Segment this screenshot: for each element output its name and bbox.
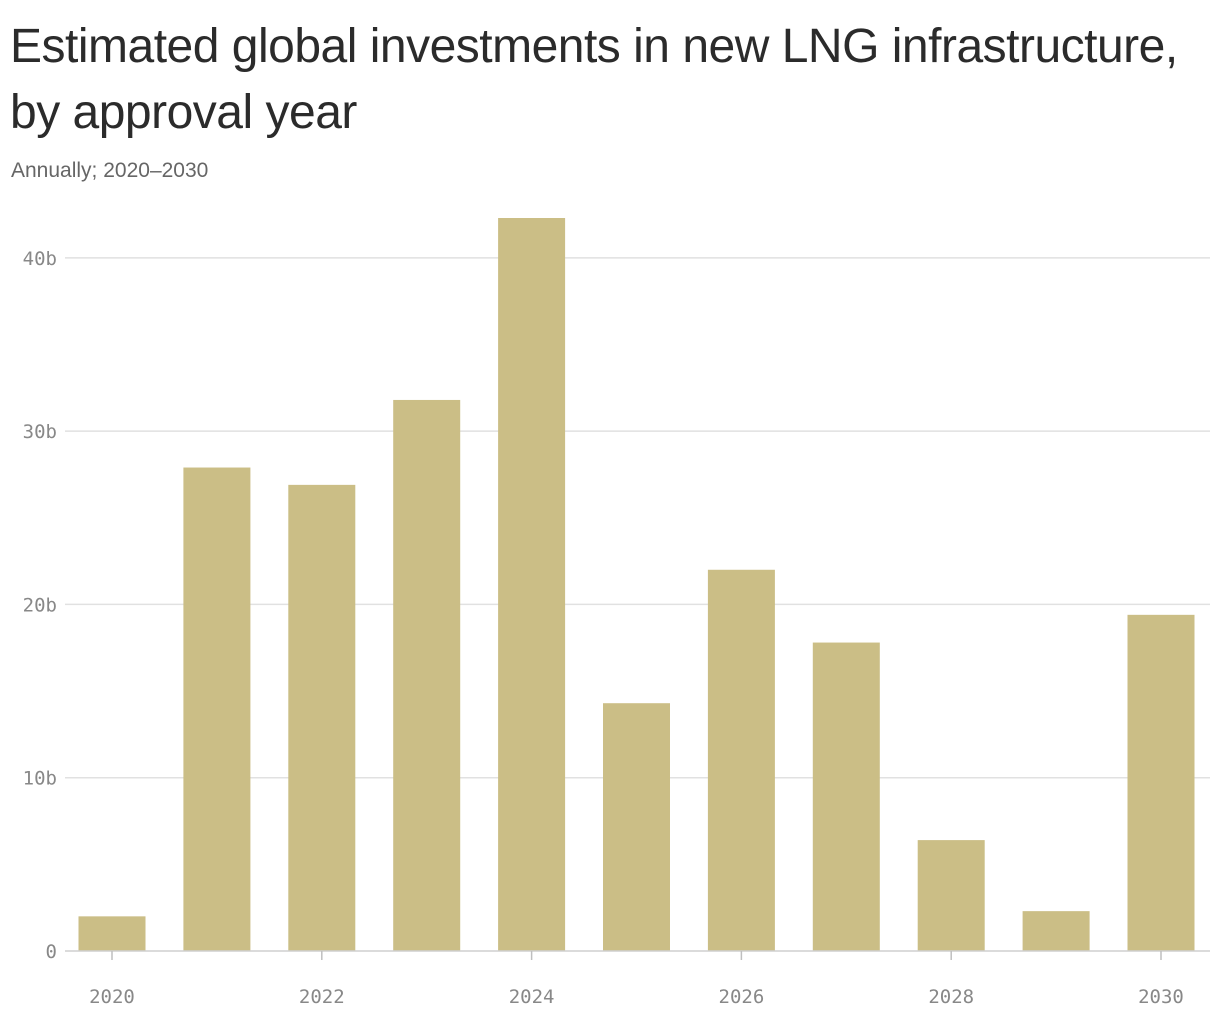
x-tick-label: 2030 [1138, 986, 1184, 1008]
gridlines [65, 257, 1210, 779]
x-tick-label: 2022 [299, 986, 345, 1008]
bar-2023 [393, 399, 461, 952]
bar-2024 [498, 218, 566, 951]
bar-2027 [812, 642, 880, 951]
bar-2029 [1022, 911, 1090, 951]
x-tick-label: 2028 [928, 986, 974, 1008]
y-tick-label: 40b [23, 248, 57, 270]
x-tick-label: 2026 [719, 986, 765, 1008]
bar-2030 [1127, 614, 1195, 951]
bar-2026 [707, 569, 775, 951]
bar-2021 [183, 467, 251, 951]
chart-subtitle: Annually; 2020–2030 [11, 159, 209, 182]
chart-header: Estimated global investments in new LNG … [10, 14, 1200, 184]
axes: 0 10b 20b 30b 40b 2020 2022 2024 2026 2028 2030 [23, 248, 1210, 1008]
bar-2025 [603, 703, 670, 951]
y-tick-label: 20b [23, 594, 57, 616]
y-tick-label: 10b [23, 768, 57, 790]
bar-2028 [917, 840, 985, 951]
y-tick-label: 30b [23, 421, 57, 443]
x-tick-label: 2024 [509, 986, 555, 1008]
bars [78, 218, 1195, 952]
y-tick-label: 0 [46, 941, 57, 963]
bar-2022 [288, 484, 356, 951]
chart-title: Estimated global investments in new LNG … [10, 20, 1178, 139]
bar-2020 [78, 916, 146, 951]
x-tick-label: 2020 [89, 986, 135, 1008]
